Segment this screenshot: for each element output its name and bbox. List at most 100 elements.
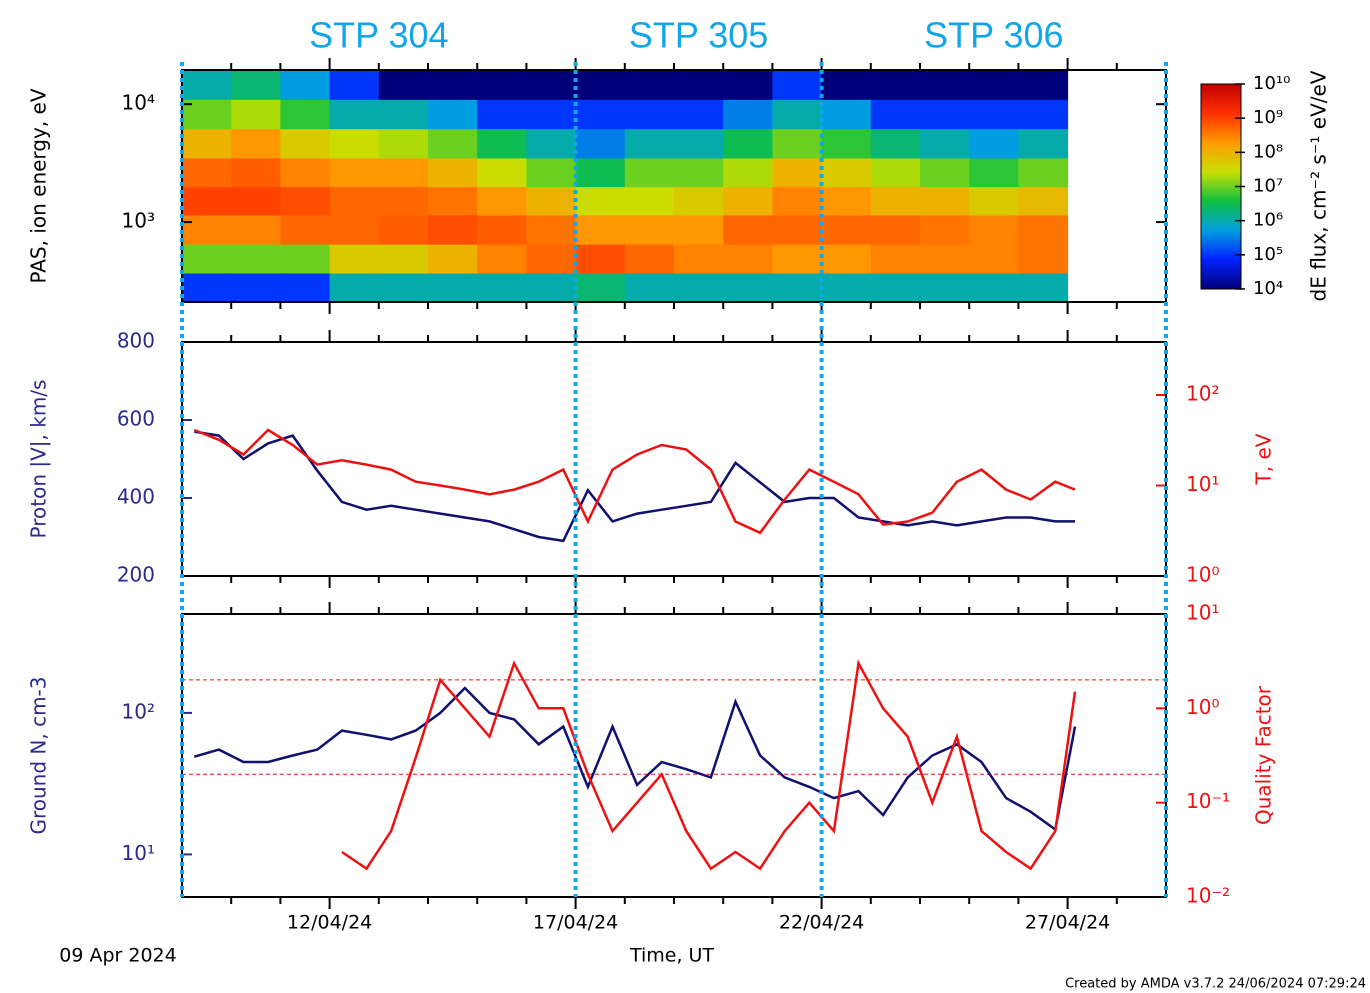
heatmap-cell [526,157,577,188]
heatmap-cell [575,128,626,159]
heatmap-cell [969,214,1019,245]
heatmap-cell [870,157,921,188]
heatmap-cell [329,70,380,100]
heatmap-cell [674,186,724,216]
heatmap-cell [674,99,724,130]
colorbar-tick-label: 10⁵ [1253,244,1283,265]
heatmap-cell [575,70,626,100]
colorbar-title: dE flux, cm⁻² s⁻¹ eV/eV [1307,70,1331,301]
heatmap-cell [280,186,331,216]
heatmap-cell [870,186,921,216]
heatmap-cell [821,244,872,274]
heatmap-cell [477,244,527,274]
heatmap-cell [920,214,970,245]
y2-tick-label: 10¹ [1186,601,1219,625]
heatmap-cell [772,272,823,303]
heatmap-cell [428,157,478,188]
interval-label: STP 305 [629,15,768,56]
data-line [194,430,1075,543]
heatmap-cell [182,128,232,159]
heatmap-cell [378,128,429,159]
heatmap-cell [526,272,577,303]
heatmap-cell [575,214,626,245]
heatmap-cell [575,272,626,303]
heatmap-cell [329,214,380,245]
heatmap-cell [182,70,232,100]
heatmap-cell [182,272,232,303]
y-tick-label: 10² [122,699,155,723]
heatmap-cell [1018,157,1069,188]
heatmap-cell [477,99,527,130]
heatmap-cell [723,128,773,159]
heatmap-cell [772,157,823,188]
heatmap-cell [920,99,970,130]
panel-frame [181,341,1167,577]
heatmap-cell [231,214,281,245]
heatmap-cell [723,99,773,130]
heatmap-cell [526,214,577,245]
heatmap-cell [378,70,429,100]
data-line [341,659,1077,871]
heatmap-cell [378,214,429,245]
heatmap-cell [969,272,1019,303]
heatmap-cell [280,70,331,100]
heatmap-cell [280,128,331,159]
heatmap-cell [428,99,478,130]
heatmap-cell [723,244,773,274]
heatmap-cell [378,244,429,274]
heatmap-cell [231,99,281,130]
heatmap-cell [969,99,1019,130]
heatmap-cell [723,214,773,245]
heatmap-cell [428,186,478,216]
heatmap-cell [821,186,872,216]
heatmap-cell [772,244,823,274]
colorbar [1200,83,1242,290]
x-tick-label: 22/04/24 [779,912,864,934]
heatmap-cell [477,214,527,245]
heatmap-cell [182,244,232,274]
heatmap-cell [378,272,429,303]
x-tick-label: 17/04/24 [533,912,618,934]
heatmap-cell [280,99,331,130]
heatmap-cell [428,128,478,159]
heatmap-cell [428,70,478,100]
heatmap-cell [920,70,970,100]
colorbar-tick-label: 10⁶ [1253,210,1283,231]
heatmap-cell [821,70,872,100]
heatmap-cell [575,186,626,216]
heatmap-cell [477,186,527,216]
heatmap-cell [428,214,478,245]
heatmap-cell [674,244,724,274]
heatmap-cell [231,272,281,303]
heatmap-cell [723,272,773,303]
heatmap-cell [526,99,577,130]
heatmap-cell [231,186,281,216]
heatmap-cell [280,157,331,188]
heatmap-cell [624,157,675,188]
y-axis-title: Proton |V|, km/s [27,380,51,539]
heatmap-cell [920,186,970,216]
heatmap-cell [870,99,921,130]
heatmap-cell [575,99,626,130]
y2-axis-title: Quality Factor [1252,685,1276,825]
y-tick-label: 10⁴ [122,91,155,115]
heatmap-cell [624,186,675,216]
data-line [193,686,1077,832]
heatmap-cell [624,244,675,274]
heatmap-cell [870,272,921,303]
heatmap-cell [428,272,478,303]
heatmap-cell [821,157,872,188]
heatmap-cell [526,70,577,100]
interval-label: STP 306 [924,15,1063,56]
heatmap-cell [526,244,577,274]
heatmap-cell [674,272,724,303]
heatmap-cell [526,128,577,159]
heatmap-cell [231,70,281,100]
y2-axis-title: T, eV [1252,433,1276,485]
data-line [193,428,1076,535]
heatmap-cell [329,244,380,274]
heatmap-cell [182,186,232,216]
heatmap-cell [674,214,724,245]
y-tick-label: 10¹ [122,841,155,865]
heatmap-cell [870,70,921,100]
